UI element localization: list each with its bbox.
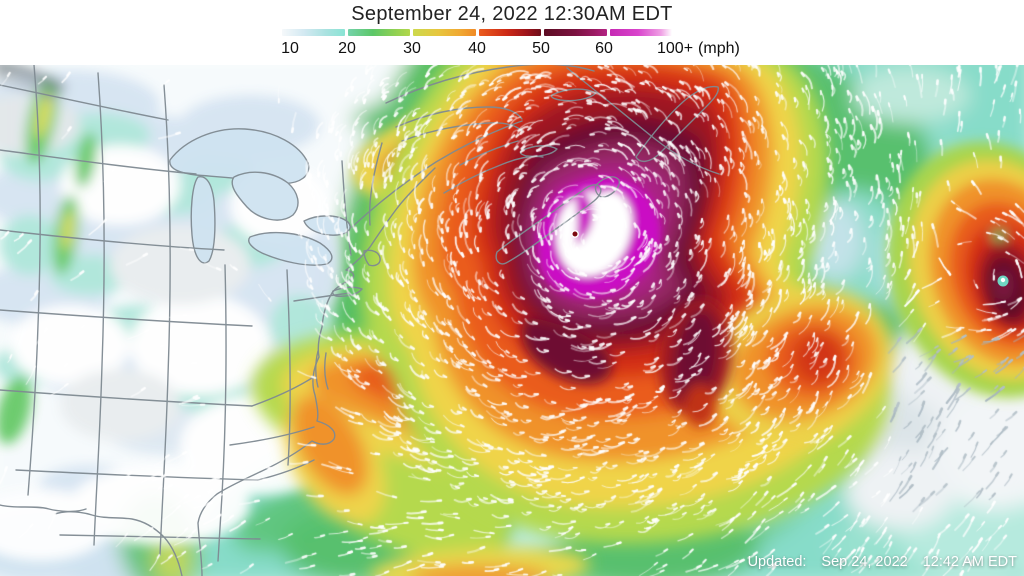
legend-tick-50: 50 xyxy=(532,40,550,57)
legend-tick-20: 20 xyxy=(338,40,356,57)
updated-timestamp: Updated: Sep 24, 2022 12:42 AM EDT xyxy=(748,554,1017,570)
timestamp-title: September 24, 2022 12:30AM EDT xyxy=(351,3,673,25)
wind-speed-legend xyxy=(282,29,672,36)
legend-tick-100plus-value: 100+ xyxy=(657,40,694,57)
legend-segment-40-50 xyxy=(478,29,541,36)
legend-tick-10: 10 xyxy=(281,40,299,57)
updated-label: Updated: xyxy=(747,554,807,570)
updated-date: Sep 24, 2022 xyxy=(821,554,908,570)
legend-tick-30: 30 xyxy=(403,40,421,57)
weather-map-graphic xyxy=(0,65,1024,576)
wind-speed-map: Updated: Sep 24, 2022 12:42 AM EDT xyxy=(0,65,1024,576)
legend-tick-40: 40 xyxy=(468,40,486,57)
legend-unit-label: (mph) xyxy=(698,40,740,57)
legend-segment-30-40 xyxy=(413,29,476,36)
storm-center-dot xyxy=(571,230,579,238)
updated-time: 12:42 AM EDT xyxy=(922,554,1017,570)
secondary-storm-eye-center xyxy=(1000,277,1006,283)
legend-segment-60-100 xyxy=(609,29,672,36)
legend-tick-100plus: 100+ (mph) xyxy=(657,40,740,58)
header: September 24, 2022 12:30AM EDT 10 20 30 … xyxy=(0,0,1024,65)
legend-segment-50-60 xyxy=(544,29,607,36)
legend-tick-60: 60 xyxy=(595,40,613,57)
legend-segment-10-20 xyxy=(282,29,345,36)
legend-segment-20-30 xyxy=(347,29,410,36)
